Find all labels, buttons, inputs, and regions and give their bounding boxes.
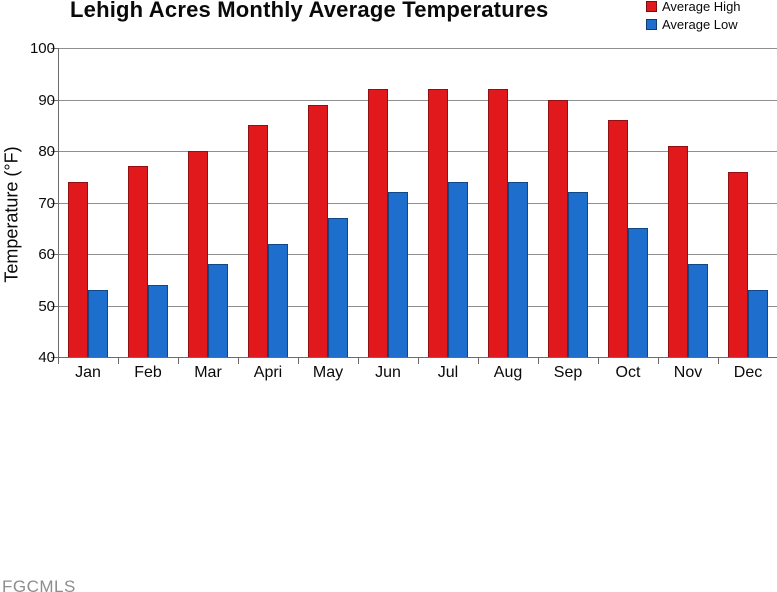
- bar-average-high-dec: [728, 171, 748, 357]
- legend-swatch-low: [646, 18, 657, 30]
- x-axis-label-feb: Feb: [134, 364, 162, 381]
- bar-average-high-aug: [488, 89, 508, 357]
- gridline-100: [58, 48, 777, 49]
- x-axis-label-dec: Dec: [733, 364, 763, 381]
- y-axis-tick-label-70: 70: [38, 194, 55, 212]
- y-axis-tick-80: [51, 151, 58, 152]
- x-axis-tick-4: [298, 358, 299, 364]
- x-axis-label-sep: Sep: [553, 364, 583, 381]
- x-axis-tick-3: [238, 358, 239, 364]
- gridline-80: [58, 151, 777, 152]
- legend-item-average-low: Average Low: [646, 15, 776, 33]
- bar-average-low-feb: [148, 284, 168, 357]
- bar-average-low-dec: [748, 290, 768, 357]
- bar-average-low-jan: [88, 290, 108, 357]
- bar-average-high-sep: [548, 99, 568, 357]
- y-axis-tick-40: [51, 357, 58, 358]
- y-axis-tick-label-50: 50: [38, 297, 55, 315]
- x-axis-label-jul: Jul: [437, 364, 459, 381]
- bar-average-low-nov: [688, 264, 708, 357]
- y-axis-tick-100: [51, 48, 58, 49]
- bar-average-low-jul: [448, 181, 468, 357]
- x-axis-tick-11: [718, 358, 719, 364]
- gridline-50: [58, 305, 777, 307]
- x-axis-tick-8: [538, 358, 539, 364]
- bar-average-low-sep: [568, 192, 588, 357]
- gridline-70: [58, 202, 777, 204]
- x-axis-tick-10: [658, 358, 659, 364]
- y-axis-tick-90: [51, 99, 58, 101]
- bar-average-high-jun: [368, 89, 388, 357]
- bar-average-high-feb: [128, 166, 148, 357]
- gridline-60: [58, 254, 777, 255]
- y-axis-tick-label-100: 100: [29, 40, 55, 57]
- bar-average-high-may: [308, 104, 328, 357]
- y-axis-tick-60: [51, 254, 58, 255]
- y-axis-tick-label-40: 40: [38, 349, 55, 366]
- x-axis-tick-9: [598, 358, 599, 364]
- x-axis-label-aug: Aug: [493, 364, 523, 381]
- legend-item-average-high: Average High: [646, 0, 776, 15]
- bar-average-low-aug: [508, 181, 528, 357]
- x-axis-tick-2: [178, 358, 179, 364]
- bar-average-high-nov: [668, 145, 688, 357]
- bar-average-high-jan: [68, 181, 88, 357]
- y-axis-tick-label-60: 60: [38, 246, 55, 263]
- x-axis-tick-6: [418, 358, 419, 364]
- bar-average-high-jul: [428, 89, 448, 357]
- x-axis-label-nov: Nov: [673, 364, 703, 381]
- legend: Average High Average Low: [646, 0, 776, 33]
- x-axis-label-mar: Mar: [194, 364, 222, 381]
- y-axis-tick-label-90: 90: [38, 91, 55, 109]
- y-axis-tick-label-80: 80: [38, 143, 55, 160]
- bar-average-high-mar: [188, 151, 208, 357]
- watermark-text: FGCMLS: [2, 577, 76, 592]
- x-axis-label-jun: Jun: [375, 364, 401, 381]
- bar-average-low-jun: [388, 192, 408, 357]
- x-axis-tick-1: [118, 358, 119, 364]
- bar-average-low-mar: [208, 264, 228, 357]
- x-axis-label-oct: Oct: [615, 364, 641, 381]
- bar-average-low-may: [328, 217, 348, 357]
- y-axis-tick-70: [51, 202, 58, 204]
- chart-title: Lehigh Acres Monthly Average Temperature…: [70, 0, 549, 22]
- bar-average-high-oct: [608, 120, 628, 357]
- legend-label-high: Average High: [662, 0, 741, 14]
- bar-average-low-oct: [628, 228, 648, 357]
- y-axis-line: [58, 48, 59, 362]
- x-axis-tick-7: [478, 358, 479, 364]
- x-axis-tick-0: [58, 358, 59, 364]
- x-axis-label-jan: Jan: [75, 364, 101, 381]
- x-axis-tick-5: [358, 358, 359, 364]
- x-axis-label-may: May: [312, 364, 344, 381]
- plot-area: [58, 48, 777, 357]
- bar-average-high-apri: [248, 125, 268, 357]
- y-axis-tick-50: [51, 305, 58, 307]
- bar-average-low-apri: [268, 243, 288, 357]
- legend-swatch-high: [646, 0, 657, 12]
- x-axis-line: [58, 357, 777, 358]
- gridline-90: [58, 99, 777, 101]
- x-axis-label-apri: Apri: [253, 364, 283, 381]
- legend-label-low: Average Low: [662, 16, 738, 32]
